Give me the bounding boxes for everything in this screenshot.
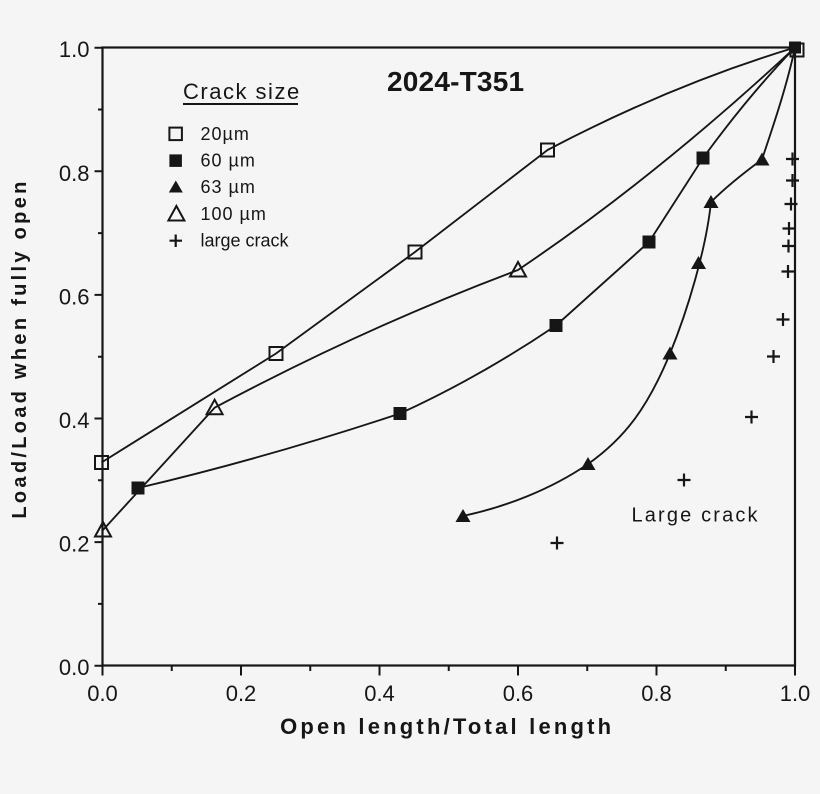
svg-text:0.2: 0.2 xyxy=(59,532,90,557)
svg-text:20µm: 20µm xyxy=(201,124,250,144)
svg-text:0.6: 0.6 xyxy=(59,284,90,309)
svg-text:0.8: 0.8 xyxy=(59,161,90,186)
svg-text:Large crack: Large crack xyxy=(632,505,760,527)
svg-text:1.0: 1.0 xyxy=(780,681,811,706)
svg-text:2024-T351: 2024-T351 xyxy=(387,66,524,97)
svg-text:60 µm: 60 µm xyxy=(201,151,256,171)
svg-text:100 µm: 100 µm xyxy=(201,204,267,224)
svg-text:63 µm: 63 µm xyxy=(201,177,256,197)
svg-text:Crack size: Crack size xyxy=(183,79,301,104)
svg-text:0.4: 0.4 xyxy=(59,408,90,433)
svg-text:0.2: 0.2 xyxy=(226,681,257,706)
svg-text:Load/Load when fully open: Load/Load when fully open xyxy=(9,178,31,518)
svg-text:1.0: 1.0 xyxy=(59,37,90,62)
svg-text:0.4: 0.4 xyxy=(364,681,395,706)
svg-text:Open length/Total length: Open length/Total length xyxy=(280,714,614,739)
svg-text:large crack: large crack xyxy=(201,231,290,251)
svg-text:0.8: 0.8 xyxy=(641,681,672,706)
svg-text:0.0: 0.0 xyxy=(87,681,118,706)
svg-text:0.0: 0.0 xyxy=(59,655,90,680)
svg-text:0.6: 0.6 xyxy=(503,681,534,706)
